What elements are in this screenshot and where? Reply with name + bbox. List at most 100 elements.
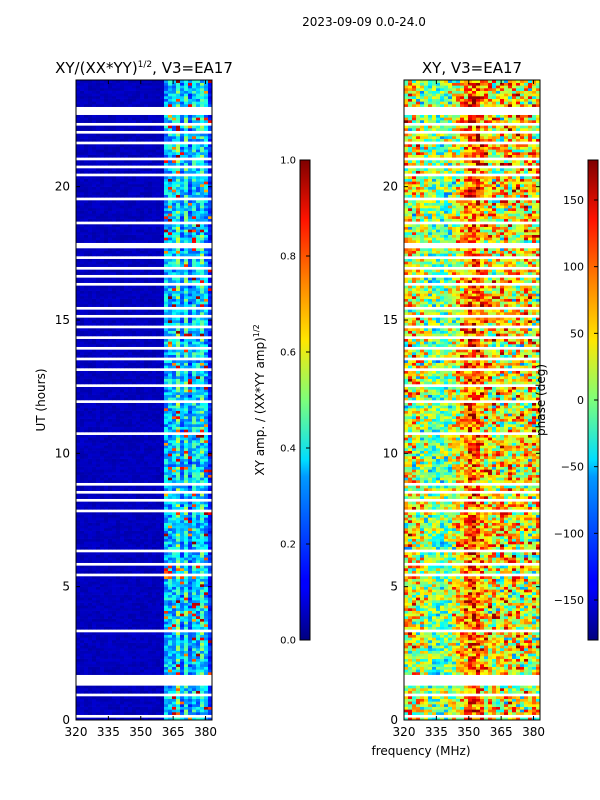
- left-heatmap-cell: [100, 621, 105, 625]
- left-heatmap-cell: [112, 552, 117, 555]
- left-heatmap-cell: [196, 530, 201, 534]
- left-heatmap-cell: [144, 421, 149, 425]
- left-heatmap-cell: [204, 370, 209, 374]
- left-heatmap-cell: [160, 317, 165, 321]
- left-heatmap-cell: [168, 709, 173, 713]
- left-heatmap-cell: [152, 608, 157, 611]
- left-heatmap-cell: [172, 418, 177, 422]
- left-heatmap-cell: [120, 634, 125, 638]
- left-heatmap-cell: [204, 440, 209, 443]
- left-heatmap-cell: [80, 440, 85, 443]
- left-heatmap-cell: [112, 528, 117, 531]
- left-heatmap-cell: [196, 429, 201, 433]
- left-heatmap-cell: [188, 408, 193, 411]
- left-heatmap-cell: [192, 429, 197, 433]
- left-heatmap-cell: [116, 664, 121, 667]
- left-heatmap-cell: [76, 474, 81, 478]
- left-heatmap-cell: [148, 288, 153, 291]
- left-heatmap-cell: [80, 365, 85, 369]
- left-heatmap-cell: [88, 328, 93, 331]
- left-heatmap-cell: [132, 402, 137, 406]
- left-heatmap-cell: [88, 592, 93, 595]
- left-heatmap-cell: [128, 410, 133, 414]
- left-heatmap-cell: [200, 312, 205, 315]
- left-heatmap-cell: [200, 658, 205, 662]
- left-heatmap-cell: [112, 690, 117, 694]
- left-heatmap-cell: [104, 386, 109, 390]
- left-heatmap-cell: [148, 341, 153, 345]
- left-heatmap-cell: [100, 624, 105, 627]
- left-heatmap-cell: [144, 626, 149, 630]
- left-heatmap-cell: [208, 533, 212, 537]
- left-heatmap-cell: [92, 658, 97, 662]
- left-heatmap-cell: [164, 466, 169, 470]
- left-heatmap-cell: [96, 301, 101, 305]
- left-heatmap-cell: [116, 480, 121, 483]
- left-heatmap-cell: [152, 421, 157, 425]
- left-heatmap-cell: [196, 378, 201, 382]
- left-heatmap-cell: [152, 706, 157, 710]
- left-heatmap-cell: [80, 656, 85, 659]
- left-heatmap-cell: [152, 538, 157, 542]
- left-data-gap: [76, 336, 212, 339]
- left-heatmap-cell: [168, 656, 173, 659]
- left-heatmap-cell: [204, 421, 209, 425]
- left-heatmap-cell: [76, 309, 81, 313]
- left-heatmap-cell: [104, 578, 109, 582]
- left-heatmap-cell: [116, 472, 121, 475]
- left-heatmap-cell: [132, 653, 137, 657]
- left-heatmap-cell: [200, 552, 205, 555]
- left-heatmap-cell: [140, 621, 145, 625]
- left-heatmap-cell: [104, 594, 109, 598]
- left-heatmap-cell: [108, 386, 113, 390]
- left-heatmap-cell: [80, 568, 85, 571]
- left-heatmap-cell: [152, 333, 157, 337]
- left-heatmap-cell: [132, 672, 137, 675]
- left-heatmap-cell: [116, 544, 121, 547]
- left-heatmap-cell: [104, 264, 109, 267]
- left-heatmap-cell: [76, 450, 81, 454]
- left-heatmap-cell: [96, 426, 101, 430]
- left-heatmap-cell: [132, 344, 137, 347]
- left-heatmap-cell: [204, 653, 209, 657]
- left-heatmap-cell: [84, 458, 89, 462]
- left-heatmap-cell: [132, 450, 137, 454]
- left-heatmap-cell: [120, 397, 125, 401]
- left-heatmap-cell: [180, 533, 185, 537]
- left-heatmap-cell: [192, 613, 197, 617]
- left-heatmap-cell: [188, 597, 193, 601]
- left-heatmap-cell: [200, 349, 205, 353]
- left-heatmap-cell: [156, 301, 161, 305]
- left-heatmap-cell: [160, 506, 165, 510]
- left-heatmap-cell: [96, 493, 101, 497]
- left-heatmap-cell: [128, 645, 133, 649]
- left-heatmap-cell: [184, 701, 189, 705]
- left-heatmap-cell: [188, 557, 193, 561]
- left-heatmap-cell: [84, 672, 89, 675]
- left-heatmap-cell: [120, 618, 125, 622]
- left-heatmap-cell: [92, 338, 97, 342]
- left-heatmap-cell: [152, 277, 157, 281]
- left-heatmap-cell: [112, 328, 117, 331]
- left-heatmap-cell: [120, 656, 125, 659]
- left-heatmap-cell: [76, 621, 81, 625]
- left-heatmap-cell: [92, 602, 97, 606]
- left-heatmap-cell: [172, 592, 177, 595]
- left-heatmap-cell: [128, 440, 133, 443]
- left-heatmap-cell: [100, 594, 105, 598]
- left-heatmap-cell: [100, 442, 105, 446]
- left-heatmap-cell: [204, 557, 209, 561]
- left-heatmap-cell: [172, 424, 177, 427]
- left-heatmap-cell: [140, 570, 145, 574]
- left-heatmap-cell: [168, 496, 173, 499]
- left-heatmap-cell: [148, 301, 153, 305]
- left-heatmap-cell: [172, 501, 177, 505]
- left-heatmap-cell: [136, 261, 141, 265]
- left-heatmap-cell: [116, 474, 121, 478]
- left-heatmap-cell: [108, 264, 113, 267]
- left-heatmap-cell: [104, 450, 109, 454]
- left-heatmap-cell: [188, 264, 193, 267]
- left-heatmap-cell: [80, 378, 85, 382]
- left-heatmap-cell: [116, 392, 121, 395]
- left-heatmap-cell: [84, 642, 89, 646]
